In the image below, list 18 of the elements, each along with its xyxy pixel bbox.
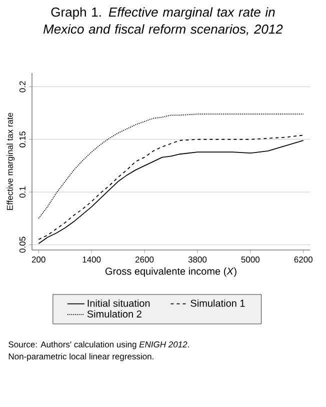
y-tick-label: 0.15 (19, 131, 26, 148)
x-tick-label: 6200 (294, 256, 312, 263)
x-tick-label: 5000 (241, 256, 260, 263)
x-axis-title: Gross equivalente income (X) (105, 267, 236, 277)
x-tick-label: 1400 (82, 256, 101, 263)
source-note: Source: Authors' calculation using ENIGH 2012. (8, 341, 189, 350)
x-tick-label: 3800 (188, 256, 207, 263)
y-axis-title: Effective marginal tax rate (6, 112, 15, 210)
y-tick-label: 0.2 (19, 81, 26, 92)
legend-label: Initial situation (88, 299, 150, 307)
text: Non-parametric local linear regression. (8, 353, 154, 362)
x-tick-label: 2600 (135, 256, 154, 263)
legend-label: Simulation 2 (87, 310, 142, 318)
x-tick-label: 200 (32, 256, 46, 263)
y-tick-label: 0.05 (19, 236, 26, 253)
legend-label: Simulation 1 (190, 299, 245, 307)
y-tick-label: 0.1 (19, 186, 26, 198)
chart-title: Graph 1. Effective marginal tax rate in Mexico and fiscal reform scenarios, 2012 (43, 7, 283, 36)
